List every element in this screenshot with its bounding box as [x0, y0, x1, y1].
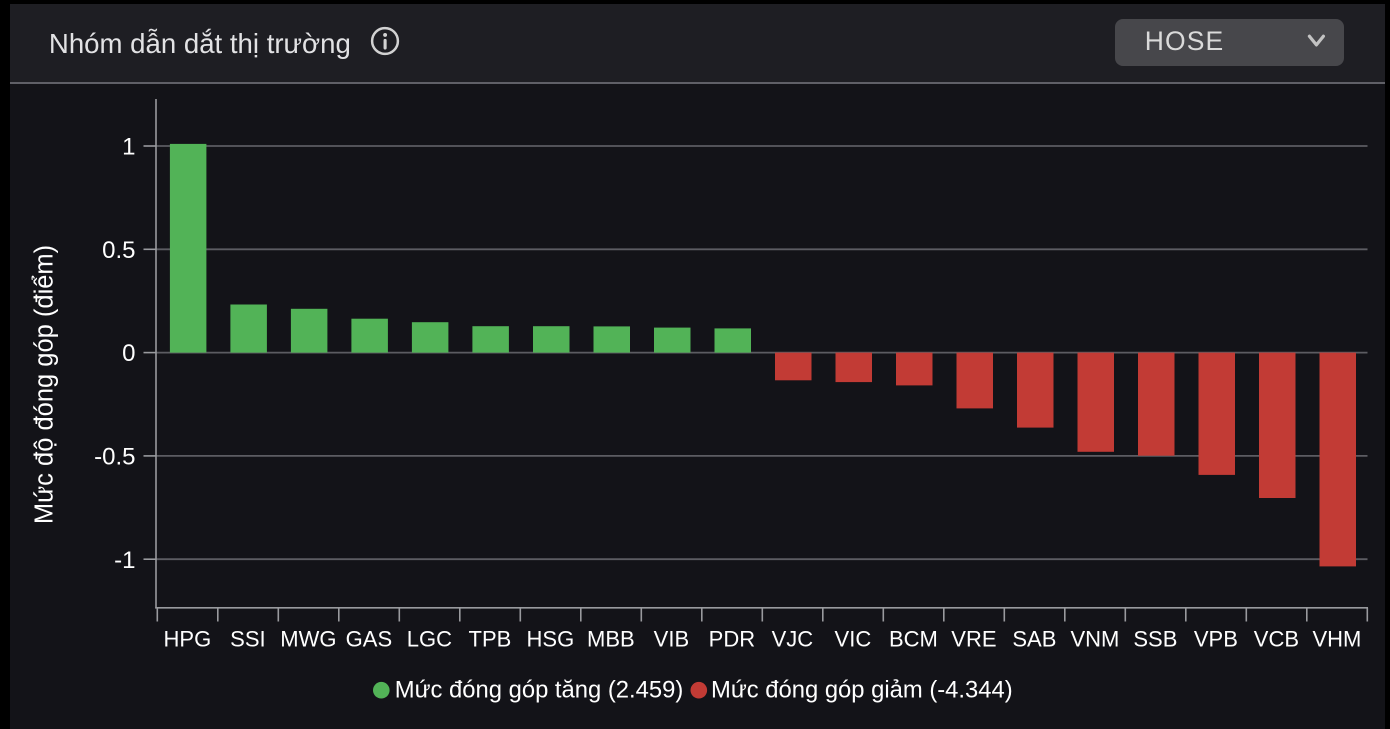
- svg-text:SSI: SSI: [230, 627, 265, 652]
- svg-text:SSB: SSB: [1133, 627, 1177, 652]
- svg-text:VRE: VRE: [951, 627, 996, 652]
- svg-text:VNM: VNM: [1070, 627, 1119, 652]
- svg-text:LGC: LGC: [407, 627, 452, 652]
- svg-text:GAS: GAS: [346, 627, 392, 652]
- svg-text:VIC: VIC: [835, 627, 872, 652]
- svg-text:VHM: VHM: [1312, 627, 1361, 652]
- svg-text:-0.5: -0.5: [94, 444, 135, 471]
- svg-text:0: 0: [122, 340, 135, 367]
- svg-text:BCM: BCM: [889, 627, 938, 652]
- svg-text:VJC: VJC: [772, 627, 814, 652]
- svg-text:Mức đóng góp tăng (2.459): Mức đóng góp tăng (2.459): [395, 676, 683, 703]
- svg-text:1: 1: [122, 134, 135, 161]
- svg-text:SAB: SAB: [1012, 627, 1056, 652]
- svg-text:0.5: 0.5: [102, 237, 135, 264]
- svg-text:MWG: MWG: [280, 627, 336, 652]
- svg-text:HPG: HPG: [164, 627, 212, 652]
- svg-text:Mức đóng góp giảm (-4.344): Mức đóng góp giảm (-4.344): [711, 676, 1013, 703]
- svg-text:-1: -1: [114, 547, 135, 574]
- svg-text:HSG: HSG: [527, 627, 575, 652]
- svg-text:PDR: PDR: [709, 627, 755, 652]
- svg-text:MBB: MBB: [587, 627, 635, 652]
- svg-text:VIB: VIB: [654, 627, 689, 652]
- svg-text:VPB: VPB: [1194, 627, 1238, 652]
- svg-text:TPB: TPB: [469, 627, 512, 652]
- svg-text:Mức độ đóng góp (điểm): Mức độ đóng góp (điểm): [31, 245, 59, 524]
- svg-text:VCB: VCB: [1254, 627, 1299, 652]
